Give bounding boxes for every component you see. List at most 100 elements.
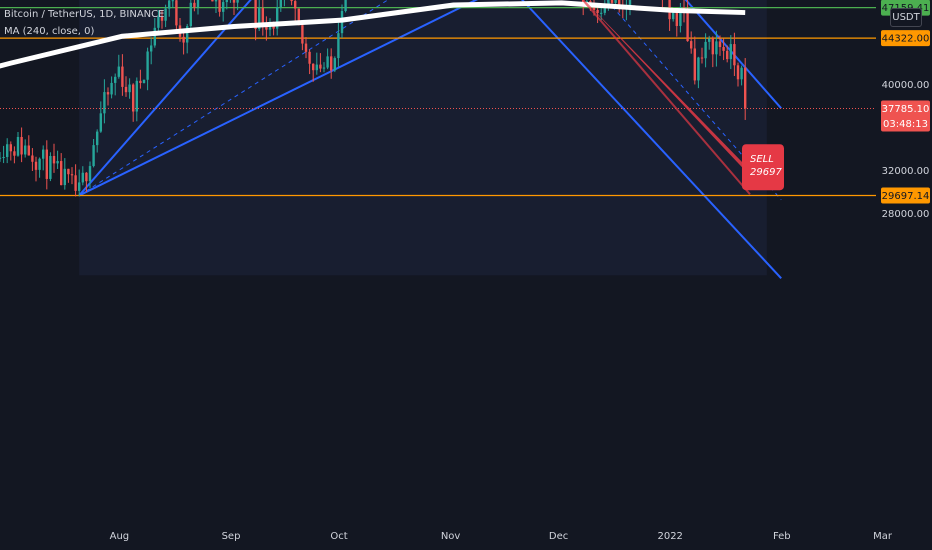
candle [225, 0, 228, 10]
candle [661, 0, 663, 8]
candle [718, 35, 722, 56]
sell-callout-line-1: SELL [750, 154, 774, 165]
price-axis[interactable]: 28000.0032000.0040000.0052000.0056000.00… [882, 0, 930, 220]
last-price-tag [881, 100, 930, 132]
sell-arrow-edge [581, 0, 751, 195]
candle [175, 0, 178, 31]
candle [92, 139, 95, 168]
candle [45, 140, 48, 190]
level-tag-2 [881, 30, 930, 47]
candle [628, 0, 632, 16]
candle [20, 127, 23, 163]
indicator-legend[interactable]: MA (240, close, 0) [4, 26, 95, 37]
candle [290, 0, 293, 6]
trend-line-6[interactable] [486, 0, 782, 279]
candle [85, 172, 88, 192]
candle [211, 0, 214, 2]
currency-unit-button[interactable]: USDT [890, 8, 922, 27]
candle [114, 73, 117, 96]
sell-annotation[interactable]: SELL 29697 [572, 0, 784, 195]
candle [128, 78, 131, 99]
candle [117, 54, 120, 79]
y-tick-label-3: 40000.00 [882, 80, 930, 91]
sell-callout-line-2: 29697 [750, 167, 782, 178]
candle [326, 48, 329, 70]
candle [78, 169, 81, 197]
candle [24, 139, 27, 158]
x-tick-label-3: Oct [330, 531, 347, 542]
channel-shading [79, 0, 767, 276]
candle [189, 0, 192, 30]
chart-title: Bitcoin / TetherUS, 1D, BINANCE [4, 9, 165, 20]
y-tick-label-2: 32000.00 [882, 166, 930, 177]
candle [103, 79, 106, 124]
candle [99, 101, 102, 133]
candle [279, 0, 282, 12]
x-tick-label-2: Sep [222, 531, 241, 542]
x-tick-label-7: Feb [773, 531, 791, 542]
candle [124, 76, 128, 97]
candle [121, 54, 124, 96]
candle [42, 145, 45, 171]
candle [344, 0, 347, 13]
candle [708, 35, 711, 50]
trend-line-5[interactable] [486, 0, 782, 201]
candle [168, 0, 171, 17]
candle [744, 58, 747, 120]
x-tick-label-5: Dec [549, 531, 568, 542]
candle [312, 63, 315, 82]
last-price-countdown: 03:48:13 [883, 119, 928, 130]
candle [700, 47, 704, 64]
candle [110, 76, 113, 99]
candle [9, 141, 12, 161]
candle [222, 0, 225, 22]
y-tick-label-1: 28000.00 [882, 209, 930, 220]
level-tag-3 [881, 187, 930, 204]
candle [132, 83, 135, 122]
candle [0, 152, 2, 162]
trend-line-1[interactable] [78, 0, 457, 197]
candle [13, 146, 16, 164]
sell-arrow [583, 0, 760, 187]
candle [16, 132, 20, 157]
candle [70, 167, 74, 185]
time-axis[interactable]: Aug Sep Oct Nov Dec 2022 Feb Mar [110, 531, 893, 542]
candle [52, 143, 56, 173]
candle [6, 138, 9, 164]
candle [596, 7, 599, 24]
candle [236, 0, 239, 11]
candle [150, 37, 153, 65]
candle [322, 62, 326, 73]
last-price-label: 37785.10 [882, 104, 930, 115]
sell-callout-box[interactable] [742, 144, 784, 191]
candle [60, 153, 63, 186]
candle [182, 30, 185, 55]
candle [697, 56, 700, 89]
candle [614, 0, 617, 6]
x-tick-label-8: Mar [873, 531, 893, 542]
x-tick-label-6: 2022 [657, 531, 682, 542]
candle [146, 47, 149, 91]
candle [283, 0, 285, 7]
trend-line-2[interactable] [78, 0, 767, 197]
candle [139, 69, 142, 89]
candle [733, 32, 736, 76]
candle [27, 135, 30, 156]
candle [160, 10, 164, 29]
candle [736, 62, 740, 87]
candle [34, 156, 38, 182]
price-axis-background [876, 0, 932, 528]
candle [74, 164, 77, 197]
candle [232, 0, 236, 16]
candle [88, 161, 92, 189]
time-axis-background [0, 528, 932, 550]
candle [265, 16, 268, 41]
candle [218, 0, 221, 17]
level-tag-label-3: 29697.14 [882, 191, 930, 202]
x-tick-label-1: Aug [110, 531, 130, 542]
candle [319, 53, 322, 73]
candle [164, 4, 167, 28]
x-tick-label-4: Nov [441, 531, 461, 542]
candle [704, 33, 707, 68]
